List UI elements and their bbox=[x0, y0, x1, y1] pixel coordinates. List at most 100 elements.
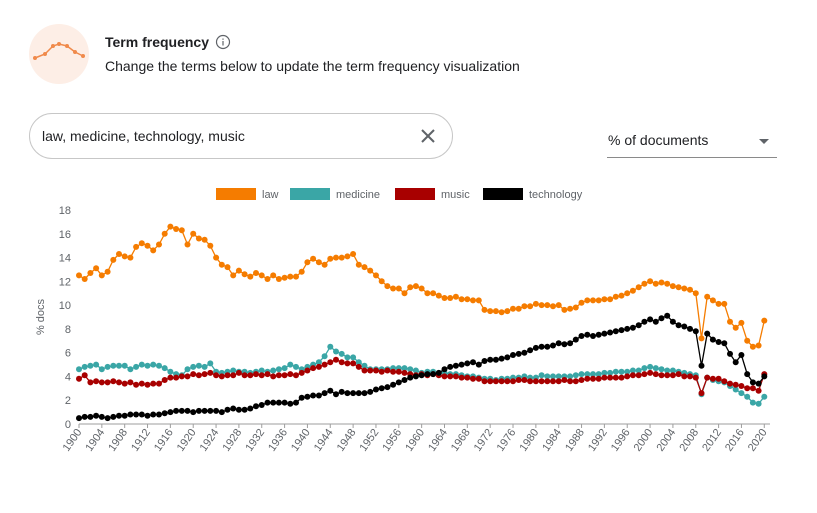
data-point-law bbox=[418, 285, 425, 292]
x-tick-label: 1924 bbox=[198, 427, 222, 454]
data-point-music bbox=[190, 371, 197, 378]
data-point-law bbox=[270, 272, 277, 279]
data-point-technology bbox=[458, 361, 465, 368]
data-point-technology bbox=[629, 324, 636, 331]
data-point-technology bbox=[184, 407, 191, 414]
data-point-medicine bbox=[87, 362, 94, 369]
data-point-medicine bbox=[658, 366, 665, 373]
header-title-row: Term frequency bbox=[105, 34, 231, 50]
data-point-law bbox=[190, 230, 197, 237]
data-point-law bbox=[464, 296, 471, 303]
data-point-law bbox=[744, 337, 751, 344]
data-point-music bbox=[618, 374, 625, 381]
data-point-technology bbox=[504, 354, 511, 361]
line-chart-logo-icon bbox=[29, 24, 89, 84]
data-point-technology bbox=[715, 339, 722, 345]
data-point-medicine bbox=[195, 362, 202, 369]
data-point-medicine bbox=[550, 373, 556, 380]
data-point-law bbox=[333, 254, 339, 261]
search-input[interactable] bbox=[42, 114, 402, 158]
data-point-music bbox=[367, 367, 374, 374]
data-point-law bbox=[407, 284, 414, 291]
data-point-law bbox=[698, 335, 705, 342]
data-point-technology bbox=[327, 387, 334, 394]
legend-label-music: music bbox=[441, 189, 470, 201]
data-point-technology bbox=[532, 344, 539, 351]
data-point-law bbox=[98, 272, 105, 279]
data-point-music bbox=[321, 361, 328, 368]
data-point-technology bbox=[555, 340, 562, 347]
data-point-music bbox=[310, 365, 317, 372]
x-tick-label: 1920 bbox=[175, 427, 199, 454]
data-point-law bbox=[173, 226, 180, 232]
data-point-music bbox=[315, 363, 322, 370]
data-point-medicine bbox=[624, 368, 631, 375]
data-point-technology bbox=[270, 399, 277, 406]
data-point-medicine bbox=[121, 362, 128, 369]
data-point-music bbox=[116, 379, 122, 386]
data-point-technology bbox=[749, 379, 756, 386]
data-point-music bbox=[121, 380, 128, 387]
data-point-medicine bbox=[607, 369, 614, 376]
data-point-technology bbox=[412, 373, 419, 380]
data-point-law bbox=[635, 284, 642, 291]
data-point-medicine bbox=[355, 359, 362, 366]
close-icon[interactable] bbox=[414, 122, 442, 150]
data-point-law bbox=[715, 300, 722, 307]
data-point-music bbox=[732, 381, 739, 388]
x-tick-label: 2020 bbox=[746, 427, 770, 454]
data-point-music bbox=[464, 374, 471, 381]
x-tick-label: 1928 bbox=[220, 427, 244, 454]
data-point-law bbox=[641, 280, 648, 287]
y-tick-label: 2 bbox=[65, 395, 71, 407]
data-point-law bbox=[184, 241, 191, 248]
data-point-music bbox=[738, 383, 745, 389]
x-tick-label: 1996 bbox=[609, 427, 633, 454]
data-point-technology bbox=[578, 333, 585, 339]
data-point-music bbox=[572, 378, 579, 385]
data-point-technology bbox=[190, 409, 197, 416]
data-point-medicine bbox=[93, 361, 100, 368]
data-point-law bbox=[629, 287, 636, 294]
info-icon[interactable] bbox=[215, 34, 231, 50]
data-point-music bbox=[555, 378, 562, 385]
data-point-music bbox=[447, 373, 454, 380]
data-point-technology bbox=[298, 394, 305, 401]
data-point-technology bbox=[156, 411, 162, 418]
x-tick-label: 1936 bbox=[266, 427, 290, 454]
data-point-technology bbox=[195, 407, 202, 414]
data-point-technology bbox=[612, 328, 619, 335]
data-point-law bbox=[561, 306, 568, 313]
data-point-technology bbox=[178, 407, 185, 414]
data-point-music bbox=[532, 378, 539, 385]
data-point-medicine bbox=[744, 393, 751, 400]
data-point-medicine bbox=[293, 363, 299, 370]
data-point-music bbox=[281, 372, 288, 379]
data-point-music bbox=[235, 369, 242, 376]
data-point-technology bbox=[584, 331, 591, 338]
data-point-medicine bbox=[98, 366, 105, 373]
data-point-music bbox=[595, 375, 602, 382]
data-point-music bbox=[401, 369, 408, 376]
data-point-medicine bbox=[629, 367, 636, 374]
metric-select[interactable]: % of documents bbox=[607, 125, 777, 158]
data-point-music bbox=[658, 372, 665, 379]
data-point-music bbox=[669, 372, 676, 379]
data-point-technology bbox=[692, 328, 699, 335]
data-point-technology bbox=[618, 327, 625, 334]
data-point-medicine bbox=[361, 362, 368, 369]
data-point-medicine bbox=[612, 368, 619, 375]
legend-label-medicine: medicine bbox=[336, 189, 380, 201]
data-point-technology bbox=[669, 318, 676, 325]
data-point-medicine bbox=[201, 363, 208, 370]
data-point-law bbox=[412, 283, 419, 290]
data-point-music bbox=[704, 374, 711, 381]
data-point-technology bbox=[264, 399, 271, 406]
data-point-technology bbox=[664, 312, 671, 319]
data-point-law bbox=[350, 251, 357, 257]
data-point-music bbox=[127, 379, 134, 386]
data-point-law bbox=[287, 273, 294, 280]
data-point-technology bbox=[624, 325, 631, 332]
data-point-law bbox=[669, 283, 676, 290]
data-point-law bbox=[133, 243, 140, 250]
